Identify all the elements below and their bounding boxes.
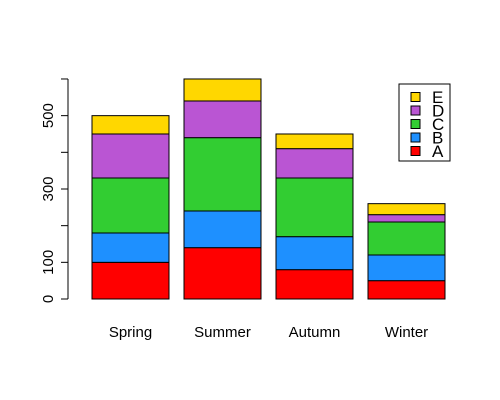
bar-segment-D-winter: [367, 214, 446, 223]
y-tick-label: 300: [40, 176, 57, 201]
legend-label-C: C: [432, 115, 444, 134]
legend-swatch-E: [410, 92, 421, 102]
y-tick-label: 500: [40, 103, 57, 128]
x-tick-label: Spring: [109, 324, 152, 341]
bar-segment-A-summer: [183, 247, 262, 300]
bar-segment-D-summer: [183, 100, 262, 139]
bar-segment-E-summer: [183, 78, 262, 102]
bar-segment-C-autumn: [275, 177, 354, 238]
legend-label-D: D: [432, 102, 444, 121]
y-tick-label: 0: [40, 295, 57, 303]
bar-segment-B-spring: [91, 232, 170, 263]
bar-segment-E-winter: [367, 203, 446, 216]
bars-group: [91, 78, 446, 300]
bar-segment-A-autumn: [275, 269, 354, 300]
bar-segment-C-summer: [183, 137, 262, 212]
y-axis: 0 100 300 500: [40, 78, 69, 303]
bar-segment-E-autumn: [275, 133, 354, 150]
bar-segment-E-spring: [91, 115, 170, 135]
legend-label-E: E: [432, 88, 443, 107]
legend-swatch-B: [410, 132, 421, 143]
legend-swatch-D: [410, 105, 421, 116]
y-tick-label: 100: [40, 250, 57, 275]
x-tick-label: Autumn: [289, 324, 341, 341]
x-axis-labels: Spring Summer Autumn Winter: [109, 324, 428, 341]
legend-swatch-A: [410, 146, 421, 156]
bar-segment-C-spring: [91, 177, 170, 234]
bar-segment-B-summer: [183, 210, 262, 249]
legend-label-B: B: [432, 129, 443, 148]
x-tick-label: Summer: [194, 324, 251, 341]
bar-segment-B-winter: [367, 254, 446, 282]
bar-segment-A-winter: [367, 280, 446, 300]
bar-segment-D-spring: [91, 133, 170, 179]
legend-swatch-C: [410, 119, 421, 129]
bar-segment-A-spring: [91, 261, 170, 300]
bar-segment-C-winter: [367, 221, 446, 256]
x-tick-label: Winter: [385, 324, 428, 341]
legend-label-A: A: [432, 142, 444, 161]
bar-segment-B-autumn: [275, 236, 354, 271]
bar-segment-D-autumn: [275, 148, 354, 179]
legend-box: [398, 83, 451, 162]
